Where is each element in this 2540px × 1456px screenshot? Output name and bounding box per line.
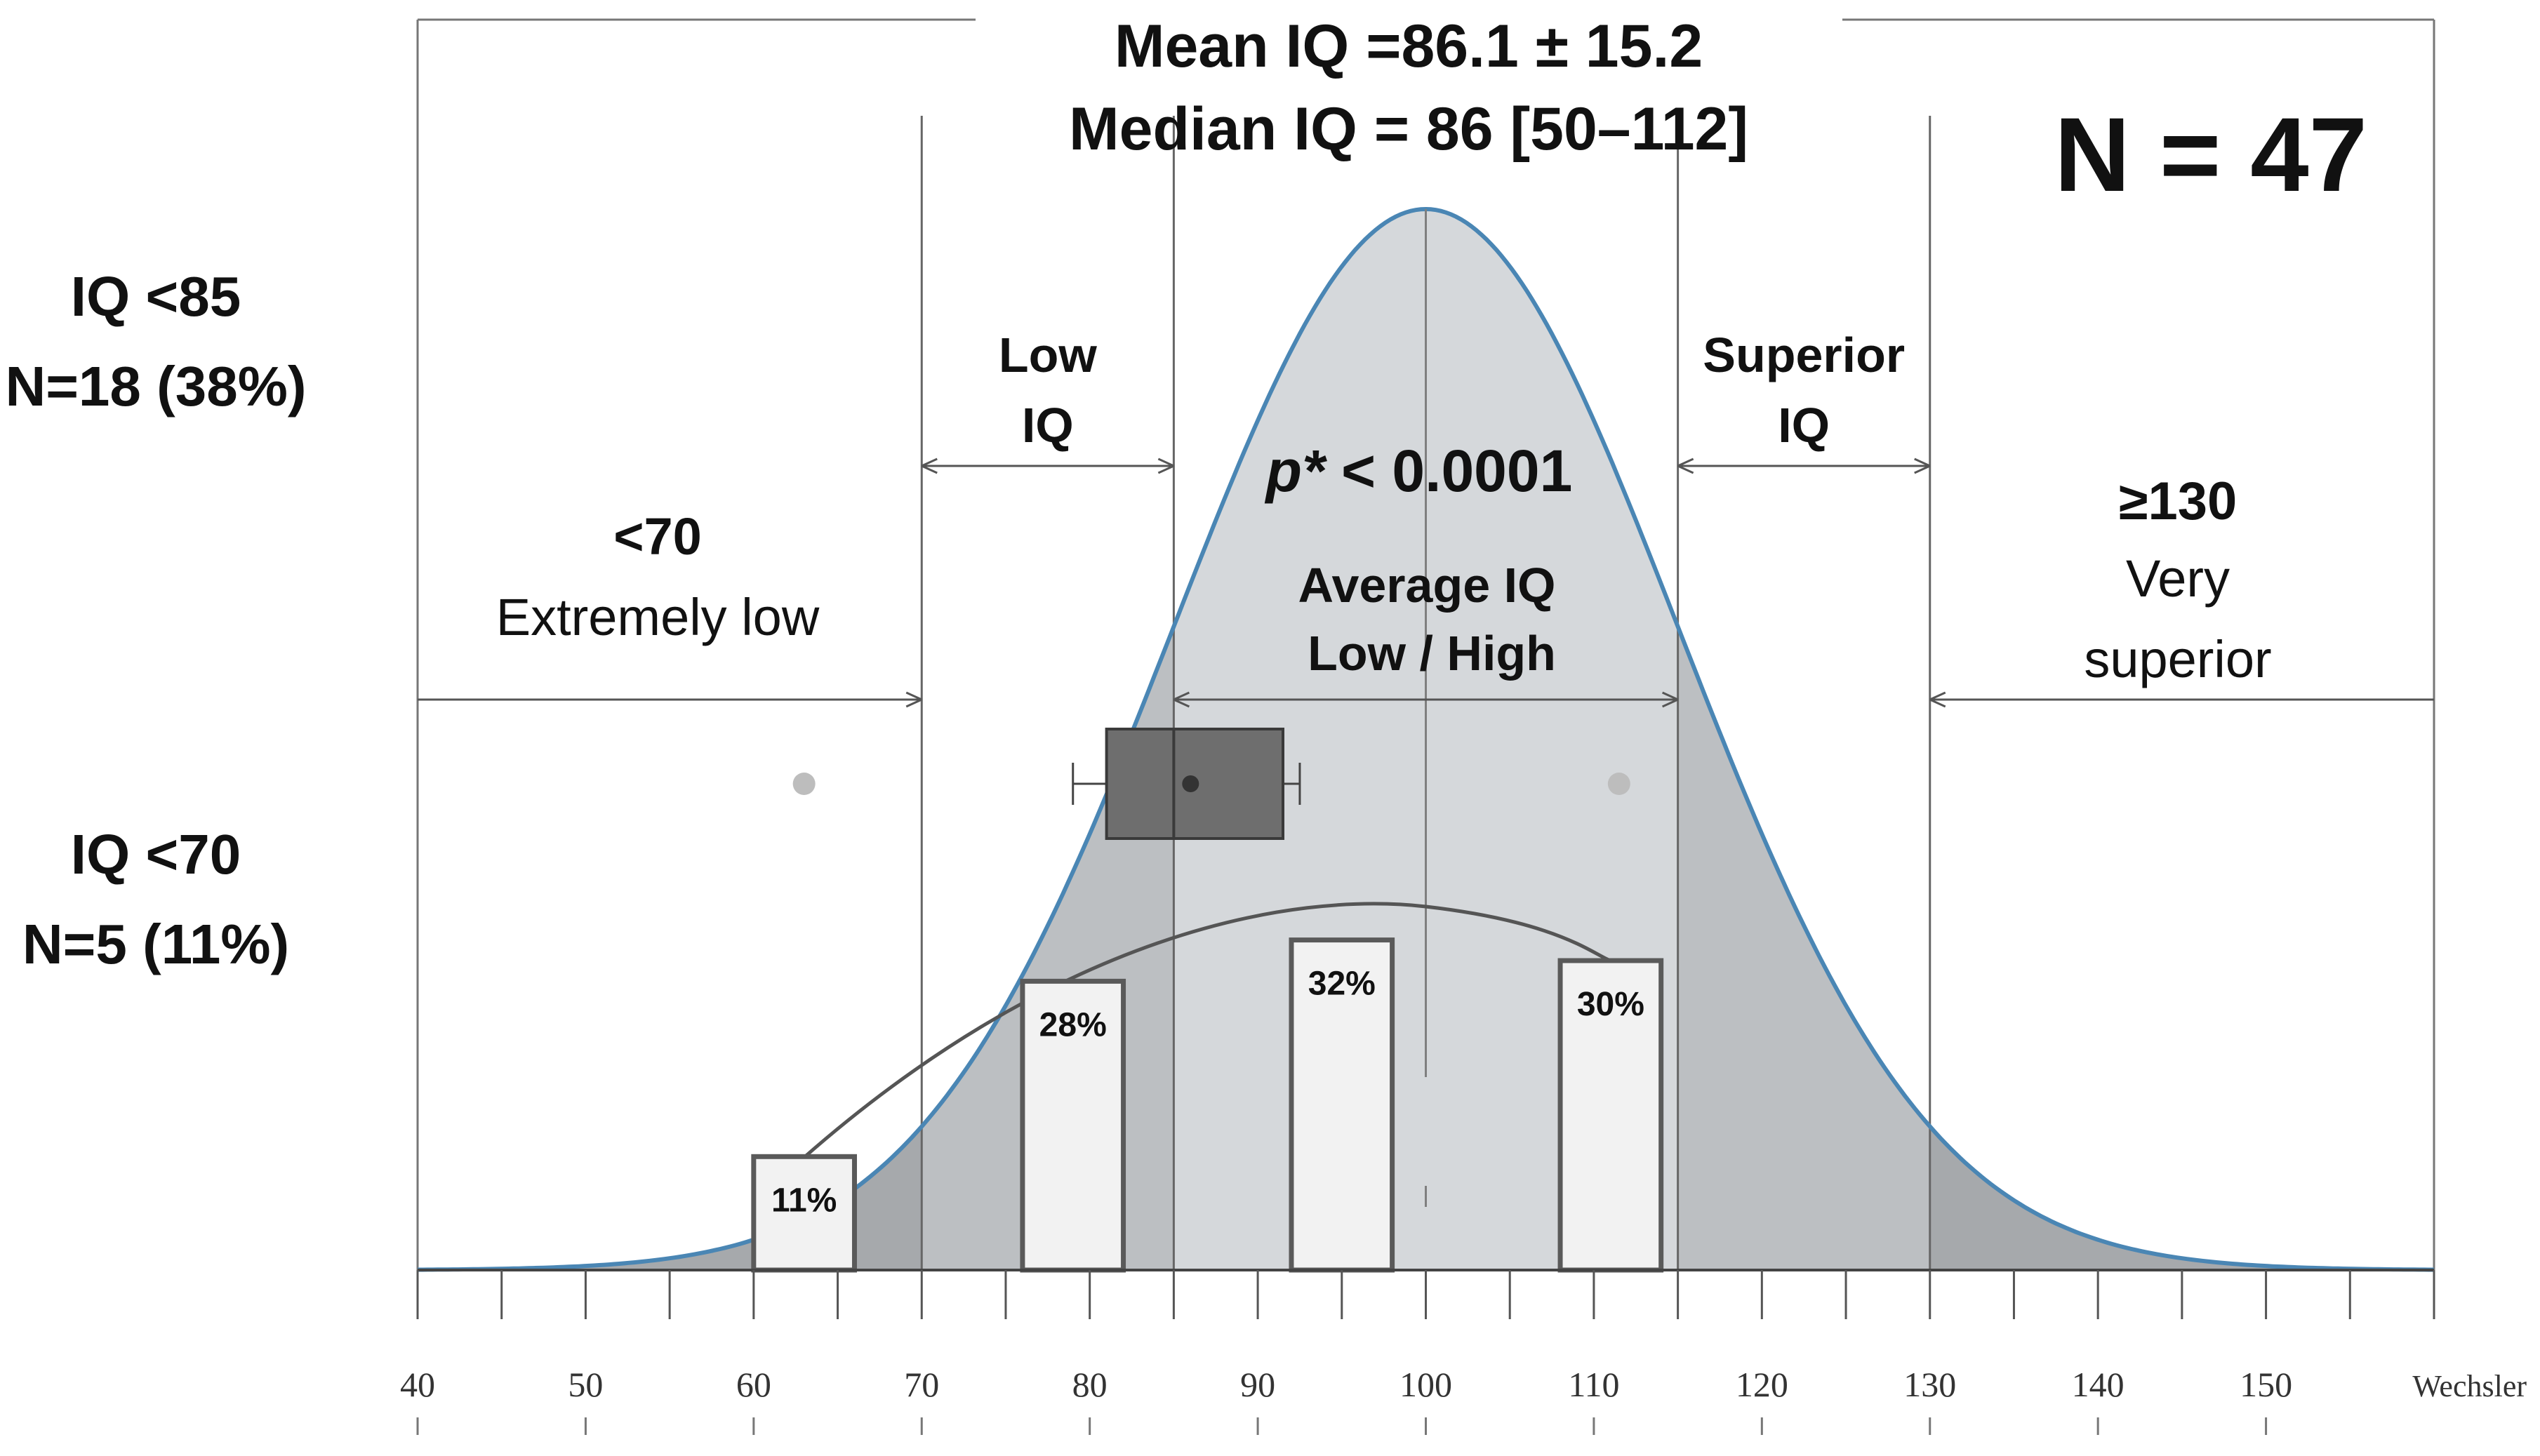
- x-tick-label-110: 110: [1568, 1365, 1619, 1404]
- bar-label-2: 32%: [1308, 966, 1376, 1003]
- arrow-superior-head-right: [1914, 457, 1931, 474]
- band-low-subtitle: IQ: [1022, 398, 1074, 453]
- boxplot-outlier-0: [792, 773, 816, 795]
- bar-label-3: 30%: [1577, 986, 1644, 1023]
- trend-arc-path: [795, 902, 1611, 1166]
- band-very-subtitle: Very: [2126, 549, 2230, 608]
- x-tick-label-140: 140: [2072, 1365, 2125, 1404]
- arrow-average-head-right: [1662, 691, 1679, 708]
- sample-size-label: N = 47: [2054, 95, 2367, 213]
- chart-title: Mean IQ =86.1 ± 15.2: [1115, 13, 1703, 80]
- side-annotation-iq70-line2: N=5 (11%): [22, 913, 289, 975]
- band-range-arrows: [418, 457, 2434, 708]
- x-tick-label-60: 60: [736, 1365, 771, 1404]
- side-annotation-iq85-line2: N=18 (38%): [5, 355, 306, 418]
- x-axis-label: Wechsler: [2412, 1369, 2527, 1403]
- curve-fill-very: [1929, 1126, 2434, 1270]
- x-tick-label-120: 120: [1736, 1365, 1788, 1404]
- x-axis: 40 50 60 70 80 90 100 110 120 130 140 150: [400, 1269, 2435, 1435]
- bar-label-0: 11%: [771, 1182, 837, 1219]
- chart-subtitle: Median IQ = 86 [50–112]: [1069, 95, 1748, 163]
- band-superior-title: Superior: [1703, 328, 1905, 382]
- arrow-very-head-left: [1929, 691, 1946, 708]
- arrow-extreme-head-right: [905, 691, 922, 708]
- arrow-superior-head-left: [1677, 457, 1694, 474]
- x-tick-label-100: 100: [1399, 1365, 1452, 1404]
- bar-trend-arc: [795, 902, 1611, 1166]
- bars: 11% 28% 32% 30%: [751, 937, 1664, 1273]
- band-superior-subtitle: IQ: [1778, 398, 1830, 453]
- x-tick-label-130: 130: [1903, 1365, 1956, 1404]
- bar-label-1: 28%: [1039, 1006, 1107, 1043]
- boxplot-outlier-1: [1607, 773, 1630, 795]
- band-average-title: Average IQ: [1298, 558, 1555, 613]
- boxplot: [792, 728, 1630, 840]
- x-tick-label-50: 50: [568, 1365, 603, 1404]
- band-boundary-lines: [920, 116, 1931, 1270]
- x-tick-label-80: 80: [1072, 1365, 1108, 1404]
- band-very-title: ≥130: [2119, 472, 2238, 531]
- side-annotation-iq85-line1: IQ <85: [71, 265, 241, 328]
- chart-frame: [416, 18, 2435, 1270]
- arrow-average-head-left: [1173, 691, 1190, 708]
- band-average-subtitle: Low / High: [1308, 626, 1556, 681]
- arrow-low-head-right: [1157, 457, 1175, 474]
- x-tick-label-40: 40: [400, 1365, 435, 1404]
- band-very-subtitle-2: superior: [2084, 630, 2271, 688]
- bar-1: [1020, 978, 1126, 1273]
- bar-0: [751, 1154, 857, 1273]
- title-background: [979, 0, 1839, 112]
- p-value-prefix: p*: [1265, 438, 1327, 504]
- bar-3: [1557, 958, 1664, 1273]
- side-annotation-iq70-line1: IQ <70: [71, 823, 241, 886]
- band-low-title: Low: [999, 328, 1098, 382]
- arrow-low-head-left: [921, 457, 938, 474]
- band-labels: <70 Extremely low Low IQ Average IQ Low …: [496, 328, 2272, 688]
- x-tick-label-150: 150: [2240, 1365, 2292, 1404]
- x-tick-label-90: 90: [1240, 1365, 1275, 1404]
- x-tick-label-70: 70: [904, 1365, 939, 1404]
- band-extreme-subtitle: Extremely low: [496, 588, 820, 646]
- band-extreme-title: <70: [613, 507, 702, 566]
- boxplot-mean: [1182, 775, 1199, 792]
- p-value-label: p* < 0.0001: [1265, 438, 1573, 504]
- p-value-text: < 0.0001: [1325, 438, 1573, 504]
